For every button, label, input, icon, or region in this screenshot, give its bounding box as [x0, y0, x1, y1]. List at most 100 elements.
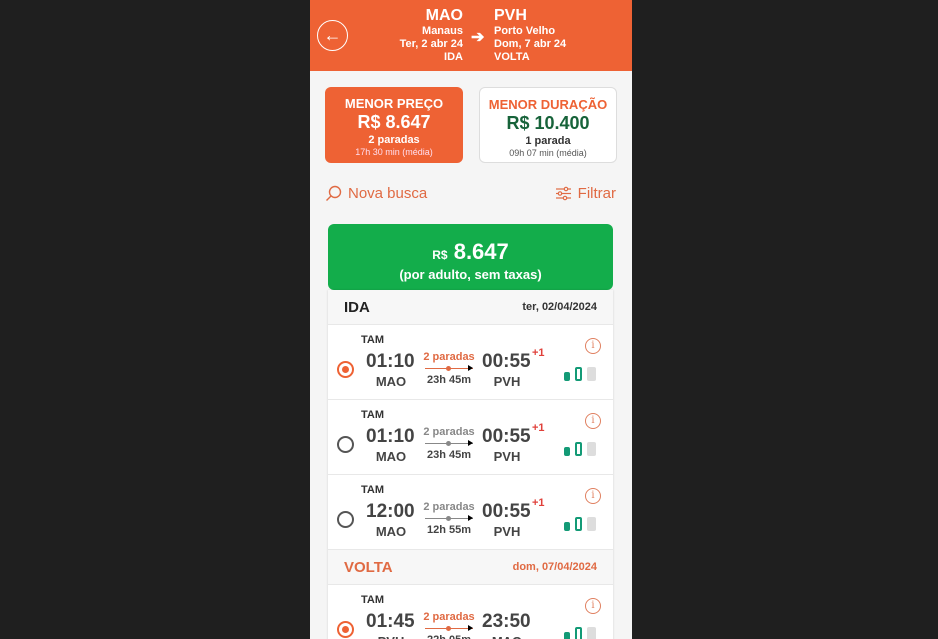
return-section-header: VOLTA dom, 07/04/2024 — [328, 550, 613, 585]
card-duration: 17h 30 min (média) — [355, 147, 433, 157]
select-radio[interactable] — [337, 436, 354, 453]
dest-date: Dom, 7 abr 24 — [494, 38, 567, 50]
arrival-airport: PVH — [493, 449, 521, 464]
section-label: VOLTA — [344, 558, 393, 576]
filter-label: Filtrar — [577, 185, 616, 202]
dest-code: PVH — [494, 7, 527, 24]
origin-city: Manaus — [422, 25, 463, 37]
sliders-icon — [555, 186, 571, 201]
carry-on-icon — [575, 517, 582, 531]
price-amount: 8.647 — [453, 239, 509, 264]
airline: TAM — [361, 409, 385, 421]
header: ← MAO Manaus Ter, 2 abr 24 IDA ➔ PVH Por… — [310, 0, 632, 71]
origin-code: MAO — [425, 7, 463, 24]
route-line-icon — [425, 365, 473, 371]
departure-airport: MAO — [375, 374, 407, 389]
stops: 2 paradas — [423, 501, 475, 513]
checked-bag-icon — [587, 627, 596, 639]
checked-bag-icon — [587, 367, 596, 381]
duration: 12h 55m — [426, 524, 472, 536]
personal-item-icon — [564, 372, 570, 381]
select-radio[interactable] — [337, 361, 354, 378]
card-title: MENOR DURAÇÃO — [488, 97, 608, 112]
price-note: (por adulto, sem taxas) — [399, 267, 542, 282]
info-icon[interactable]: i — [585, 488, 601, 504]
duration: 23h 45m — [426, 449, 472, 461]
airline: TAM — [361, 484, 385, 496]
stops: 2 paradas — [423, 351, 475, 363]
section-label: IDA — [344, 298, 370, 316]
flight-option[interactable]: TAM 01:45 PVH 2 paradas 22h 05m 23:50 MA… — [328, 585, 613, 639]
departure-airport: MAO — [375, 524, 407, 539]
select-radio[interactable] — [337, 621, 354, 638]
new-search-button[interactable]: Nova busca — [325, 185, 427, 202]
origin-info: MAO Manaus Ter, 2 abr 24 IDA — [400, 7, 463, 64]
route-line-icon — [425, 515, 473, 521]
arrival-time: 23:50 — [482, 611, 531, 632]
checked-bag-icon — [587, 517, 596, 531]
flight-option[interactable]: TAM 12:00 MAO 2 paradas 12h 55m 00:55 +1… — [328, 475, 613, 550]
origin-date: Ter, 2 abr 24 — [399, 38, 463, 50]
arrow-left-icon: ← — [323, 25, 342, 45]
duration: 22h 05m — [422, 634, 476, 639]
airline: TAM — [361, 334, 385, 346]
departure-airport: PVH — [361, 634, 421, 639]
personal-item-icon — [564, 522, 570, 531]
fastest-card[interactable]: MENOR DURAÇÃO R$ 10.400 1 parada 09h 07 … — [479, 87, 617, 163]
baggage-icons — [564, 367, 596, 381]
departure-time: 01:45 — [366, 611, 415, 632]
app-screen: ← MAO Manaus Ter, 2 abr 24 IDA ➔ PVH Por… — [310, 0, 632, 639]
stops: 2 paradas — [423, 611, 475, 623]
price-currency: R$ — [432, 248, 448, 262]
card-stops: 2 paradas — [368, 134, 420, 146]
info-icon[interactable]: i — [585, 598, 601, 614]
departure-time: 01:10 — [366, 426, 415, 447]
card-price: R$ 10.400 — [506, 113, 590, 133]
departure-time: 01:10 — [366, 351, 415, 372]
departure-airport: MAO — [375, 449, 407, 464]
departure-time: 12:00 — [366, 501, 415, 522]
carry-on-icon — [575, 442, 582, 456]
back-button[interactable]: ← — [317, 20, 348, 51]
destination-info: PVH Porto Velho Dom, 7 abr 24 VOLTA — [494, 7, 566, 64]
baggage-icons — [564, 517, 596, 531]
baggage-icons — [564, 442, 596, 456]
flight-option[interactable]: TAM 01:10 MAO 2 paradas 23h 45m 00:55 +1… — [328, 400, 613, 475]
search-icon — [326, 185, 342, 201]
personal-item-icon — [564, 632, 570, 639]
arrival-time: 00:55 — [482, 426, 531, 447]
section-date: ter, 02/04/2024 — [522, 301, 597, 313]
filter-button[interactable]: Filtrar — [555, 185, 616, 202]
cheapest-card[interactable]: MENOR PREÇO R$ 8.647 2 paradas 17h 30 mi… — [325, 87, 463, 163]
arrival-airport: PVH — [493, 524, 521, 539]
info-icon[interactable]: i — [585, 338, 601, 354]
airline: TAM — [361, 594, 385, 606]
arrival-airport: PVH — [493, 374, 521, 389]
baggage-icons — [564, 627, 596, 639]
card-duration: 09h 07 min (média) — [509, 148, 587, 158]
select-radio[interactable] — [337, 511, 354, 528]
card-title: MENOR PREÇO — [344, 96, 444, 111]
new-search-label: Nova busca — [348, 185, 428, 202]
card-stops: 1 parada — [525, 135, 571, 147]
card-price: R$ 8.647 — [357, 112, 431, 132]
next-day-badge: +1 — [532, 347, 545, 359]
outbound-section-header: IDA ter, 02/04/2024 — [328, 290, 613, 325]
section-date: dom, 07/04/2024 — [512, 561, 597, 573]
arrow-right-icon: ➔ — [471, 29, 485, 46]
dest-city: Porto Velho — [494, 25, 556, 37]
route-line-icon — [425, 440, 473, 446]
info-icon[interactable]: i — [585, 413, 601, 429]
carry-on-icon — [575, 627, 582, 639]
personal-item-icon — [564, 447, 570, 456]
total-price-banner: R$ 8.647 (por adulto, sem taxas) — [328, 224, 613, 290]
flight-option[interactable]: TAM 01:10 MAO 2 paradas 23h 45m 00:55 +1… — [328, 325, 613, 400]
stops: 2 paradas — [423, 426, 475, 438]
route-line-icon — [425, 625, 473, 631]
next-day-badge: +1 — [532, 497, 545, 509]
dest-label: VOLTA — [494, 51, 530, 63]
flight-list: IDA ter, 02/04/2024 TAM 01:10 MAO 2 parad… — [328, 290, 613, 639]
next-day-badge: +1 — [532, 422, 545, 434]
arrival-time: 00:55 — [482, 501, 531, 522]
carry-on-icon — [575, 367, 582, 381]
